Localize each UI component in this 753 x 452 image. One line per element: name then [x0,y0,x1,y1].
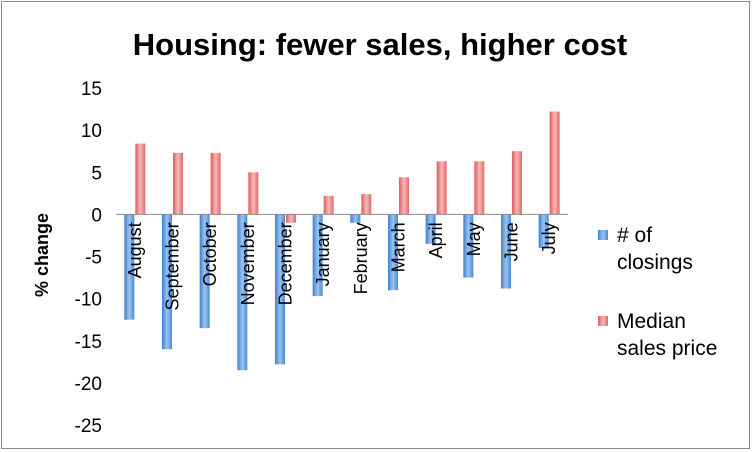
price-bar-april [436,161,447,215]
bars [124,111,560,371]
price-bar-march [399,177,409,215]
y-tick-label: 15 [81,79,102,100]
closings-bar-october [199,214,210,329]
price-bar-december [286,214,296,223]
chart-title: Housing: fewer sales, higher cost [133,27,627,62]
category-label-february: February [351,222,371,294]
category-label-october: October [200,222,220,286]
price-bar-january [323,195,334,215]
price-bar-november [248,172,259,215]
y-tick-label: 0 [91,205,102,226]
legend-label-price: sales price [617,337,717,360]
y-tick-label: 10 [81,121,102,142]
closings-bar-march [388,214,398,291]
price-bar-july [549,111,560,215]
y-tick-label: -20 [75,374,102,395]
y-tick-label: -10 [75,290,102,311]
legend-label-closings: closings [617,251,693,274]
category-label-june: June [502,222,522,261]
closings-bar-september [162,214,172,350]
price-bar-october [210,152,221,215]
closings-bar-august [124,214,135,320]
legend-label-closings: # of [617,224,652,247]
category-label-march: March [389,222,409,272]
closings-bar-january [312,214,323,297]
y-tick-label: -25 [75,416,102,437]
y-tick-label: -15 [75,332,102,353]
closings-bar-november [237,214,248,371]
price-bar-may [474,161,485,215]
category-label-december: December [276,222,296,305]
closings-bar-february [350,214,361,223]
category-labels: August September October November December Ja… [125,222,559,310]
legend: # of closings Median sales price [598,224,717,360]
y-axis-label: % change [32,213,52,297]
legend-swatch-closings [598,230,608,240]
category-label-august: August [125,222,145,278]
category-label-september: September [163,222,183,310]
y-tick-label: 5 [91,163,102,184]
closings-bar-december [275,214,285,365]
price-bar-august [135,143,146,215]
category-label-january: January [313,222,333,286]
category-label-july: July [539,222,559,254]
legend-label-price: Median [617,310,686,333]
closings-bar-june [501,214,511,289]
y-tick-label: -5 [85,248,102,269]
legend-swatch-price [598,316,608,326]
category-label-may: May [464,222,484,256]
price-bar-february [361,194,372,215]
closings-bar-july [538,214,549,249]
category-label-november: November [238,222,258,305]
closings-bar-may [463,214,474,278]
price-bar-september [173,152,183,215]
closings-bar-april [425,214,436,244]
price-bar-june [512,151,522,215]
category-label-april: April [426,222,446,258]
y-axis-ticks: 15 10 5 0 -5 -10 -15 -20 -25 [75,79,102,437]
